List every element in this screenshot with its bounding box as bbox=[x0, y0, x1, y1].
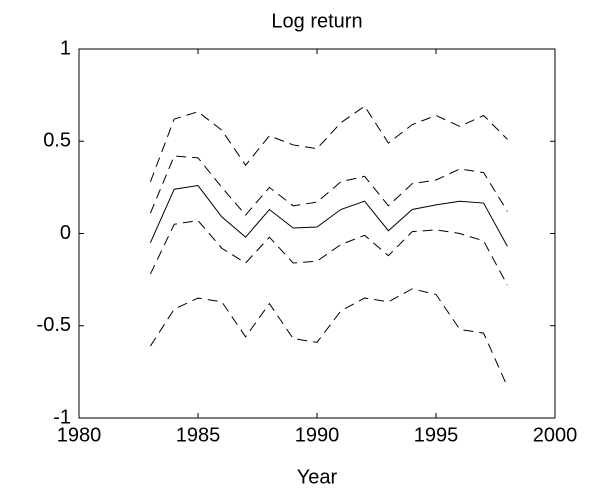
x-axis-label: Year bbox=[297, 466, 338, 488]
y-tick-label: -1 bbox=[53, 406, 71, 428]
y-tick-label: -0.5 bbox=[37, 314, 71, 336]
x-tick-label: 1995 bbox=[414, 424, 459, 446]
series-line bbox=[149, 155, 508, 216]
x-tick-label: 1990 bbox=[295, 424, 340, 446]
series-line bbox=[149, 220, 508, 286]
chart-title: Log return bbox=[271, 10, 362, 32]
y-tick-label: 0 bbox=[60, 222, 71, 244]
x-tick-label: 1985 bbox=[176, 424, 221, 446]
series-line bbox=[149, 184, 508, 247]
x-tick-label: 1980 bbox=[57, 424, 102, 446]
y-tick-label: 0.5 bbox=[43, 130, 71, 152]
series-line bbox=[149, 288, 508, 387]
y-tick-label: 1 bbox=[60, 37, 71, 59]
x-tick-label: 2000 bbox=[533, 424, 578, 446]
